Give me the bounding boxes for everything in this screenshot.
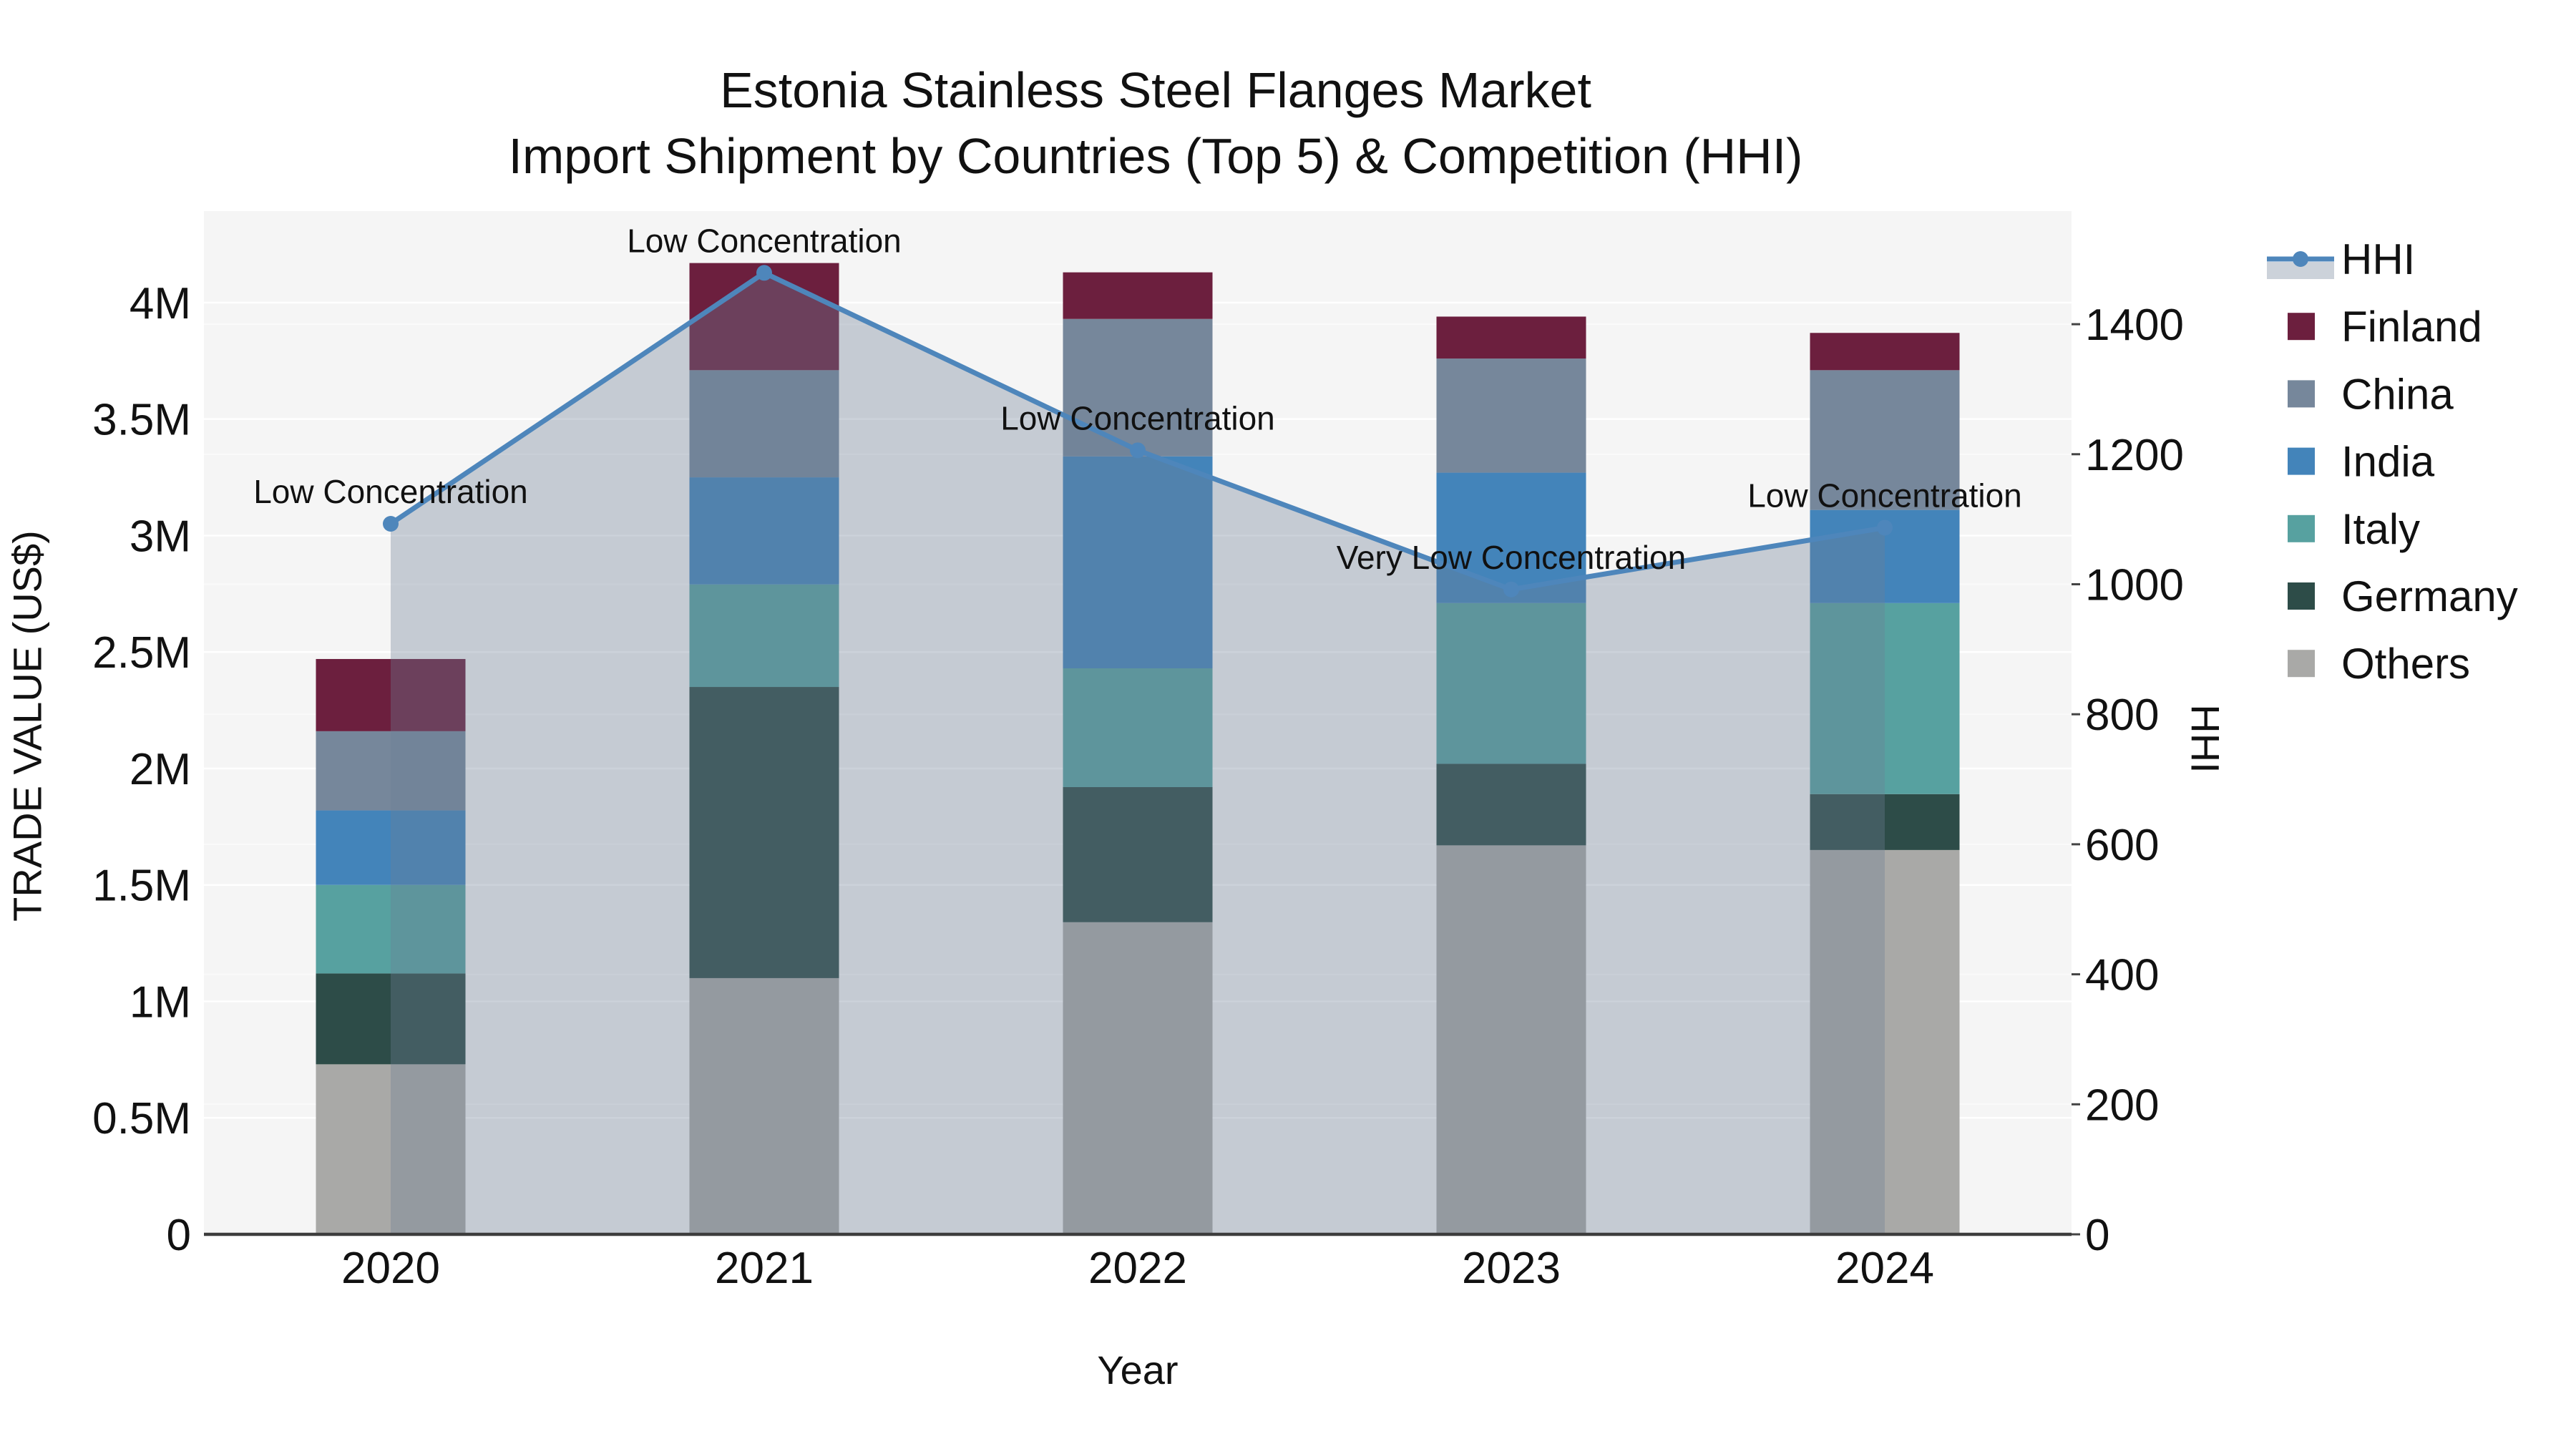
left-tick-label: 1.5M: [92, 862, 191, 911]
annotation-2020: Low Concentration: [253, 473, 528, 510]
legend-item-china[interactable]: China: [2288, 370, 2454, 418]
left-tick-label: 2.5M: [92, 628, 191, 678]
annotation-2022: Low Concentration: [1000, 399, 1275, 436]
legend-item-italy[interactable]: Italy: [2288, 505, 2420, 553]
legend-label-germany: Germany: [2341, 572, 2518, 620]
legend-swatch-germany: [2288, 582, 2315, 610]
left-tick-label: 3M: [130, 512, 191, 561]
legend-item-india[interactable]: India: [2288, 438, 2435, 486]
legend-swatch-finland: [2288, 313, 2315, 341]
legend-label-india: India: [2341, 438, 2435, 486]
bar-segment-italy-2020[interactable]: [316, 884, 466, 974]
bar-segment-india-2022[interactable]: [1063, 456, 1213, 668]
hhi-area-fill: [391, 273, 1885, 1234]
bar-segment-china-2024[interactable]: [1810, 370, 1960, 510]
legend-label-china: China: [2341, 370, 2454, 418]
x-tick-label: 2021: [715, 1244, 814, 1293]
bar-segment-finland-2020[interactable]: [316, 658, 466, 731]
bar-segment-finland-2024[interactable]: [1810, 333, 1960, 371]
legend-item-others[interactable]: Others: [2288, 640, 2470, 688]
chart-title-line2: Import Shipment by Countries (Top 5) & C…: [508, 128, 1803, 184]
bar-segment-germany-2023[interactable]: [1436, 763, 1586, 846]
bar-segment-germany-2021[interactable]: [689, 687, 839, 978]
bar-segment-italy-2024[interactable]: [1810, 602, 1960, 794]
bar-segment-china-2023[interactable]: [1436, 358, 1586, 473]
left-tick-label: 2M: [130, 745, 191, 794]
x-tick-label: 2024: [1835, 1244, 1934, 1293]
bar-segment-others-2021[interactable]: [689, 977, 839, 1234]
bar-segment-others-2023[interactable]: [1436, 845, 1586, 1234]
x-tick-label: 2023: [1462, 1244, 1561, 1293]
legend-swatch-india: [2288, 447, 2315, 475]
right-tick-label: 1200: [2085, 431, 2184, 480]
left-tick-label: 0: [167, 1211, 191, 1260]
bar-segment-germany-2020[interactable]: [316, 973, 466, 1065]
x-tick-label: 2022: [1088, 1244, 1187, 1293]
right-tick-label: 0: [2085, 1211, 2109, 1260]
legend-label-finland: Finland: [2341, 303, 2482, 351]
bar-segment-china-2022[interactable]: [1063, 318, 1213, 457]
legend-hhi-marker: [2293, 251, 2308, 267]
x-tick-label: 2020: [341, 1244, 440, 1293]
right-tick-label: 400: [2085, 951, 2159, 1000]
hhi-marker-2022[interactable]: [1130, 442, 1146, 459]
legend-item-germany[interactable]: Germany: [2288, 572, 2518, 620]
bar-segment-italy-2023[interactable]: [1436, 602, 1586, 764]
bar-segment-india-2020[interactable]: [316, 810, 466, 885]
chart-title-line1: Estonia Stainless Steel Flanges Market: [720, 62, 1591, 118]
hhi-marker-2023[interactable]: [1503, 581, 1519, 597]
bar-segment-italy-2021[interactable]: [689, 584, 839, 688]
hhi-marker-2020[interactable]: [383, 515, 399, 532]
legend-swatch-italy: [2288, 514, 2315, 542]
bar-segment-finland-2023[interactable]: [1436, 316, 1586, 359]
annotation-2021: Low Concentration: [627, 222, 902, 259]
bar-segment-others-2020[interactable]: [316, 1064, 466, 1234]
legend-label-hhi: HHI: [2341, 235, 2415, 283]
bar-segment-china-2021[interactable]: [689, 370, 839, 478]
left-tick-label: 1M: [130, 977, 191, 1027]
hhi-marker-2024[interactable]: [1877, 519, 1893, 536]
bar-segment-germany-2024[interactable]: [1810, 794, 1960, 850]
legend-item-finland[interactable]: Finland: [2288, 303, 2482, 351]
right-tick-label: 200: [2085, 1080, 2159, 1130]
left-tick-label: 4M: [130, 279, 191, 328]
left-tick-label: 0.5M: [92, 1094, 191, 1143]
legend-swatch-others: [2288, 650, 2315, 678]
legend-label-italy: Italy: [2341, 505, 2420, 553]
bar-segment-others-2022[interactable]: [1063, 922, 1213, 1234]
right-tick-label: 600: [2085, 821, 2159, 870]
annotation-2024: Low Concentration: [1747, 477, 2022, 514]
bar-segment-germany-2022[interactable]: [1063, 787, 1213, 922]
legend-item-hhi[interactable]: HHI: [2267, 235, 2415, 283]
hhi-marker-2021[interactable]: [756, 265, 772, 281]
bar-segment-china-2020[interactable]: [316, 731, 466, 811]
bar-segment-finland-2021[interactable]: [689, 263, 839, 371]
right-tick-label: 800: [2085, 691, 2159, 740]
bar-segment-india-2021[interactable]: [689, 477, 839, 585]
bar-segment-italy-2022[interactable]: [1063, 668, 1213, 788]
bar-segment-finland-2022[interactable]: [1063, 272, 1213, 319]
legend-swatch-china: [2288, 380, 2315, 408]
x-axis-title: Year: [1097, 1347, 1179, 1392]
legend-label-others: Others: [2341, 640, 2470, 688]
annotation-2023: Very Low Concentration: [1337, 539, 1686, 576]
right-tick-label: 1000: [2085, 560, 2184, 610]
right-tick-label: 1400: [2085, 301, 2184, 350]
bar-segment-others-2024[interactable]: [1810, 849, 1960, 1234]
left-tick-label: 3.5M: [92, 396, 191, 445]
